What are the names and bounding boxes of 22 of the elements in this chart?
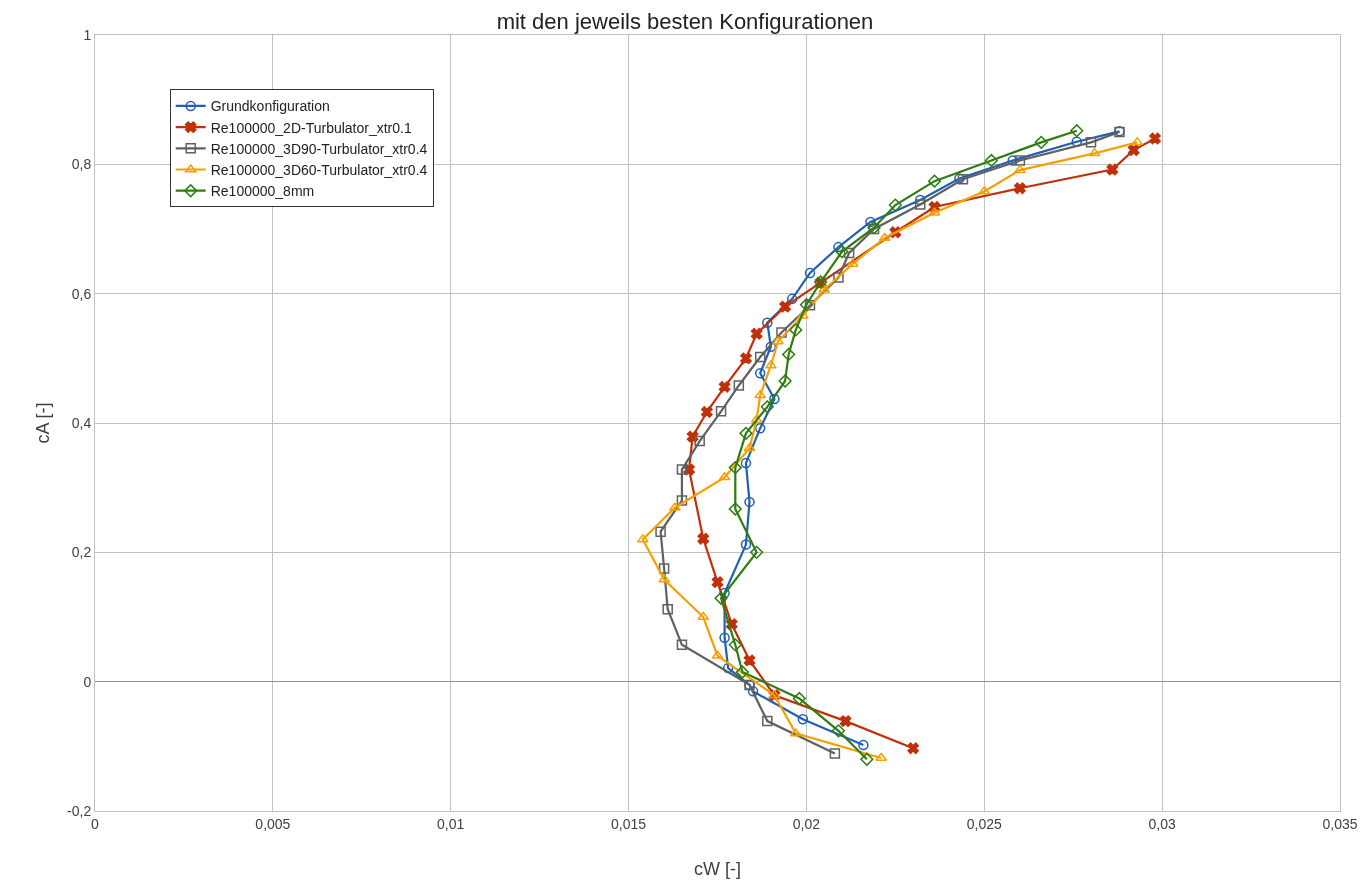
x-tick-label: 0,035 [1322,815,1358,832]
x-tick-label: 0,03 [1148,815,1176,832]
y-tick-label: 0,4 [71,414,92,431]
x-axis-title: cW [-] [694,859,741,879]
y-axis-title: cA [-] [33,402,53,444]
x-tick-label: 0,015 [611,815,647,832]
y-tick-label: 0,2 [71,544,92,561]
y-tick-label: -0,2 [67,802,92,819]
legend-label: Grundkonfiguration [210,98,330,115]
y-tick-label: 0 [83,673,92,690]
y-tick-label: 0,6 [71,285,92,302]
y-tick-label: 0,8 [71,156,92,173]
x-tick-label: 0,005 [255,815,291,832]
y-tick-label: 1 [83,26,92,43]
legend-label: Re100000_2D-Turbulator_xtr0.1 [210,119,412,136]
x-tick-label: 0,02 [792,815,821,832]
x-tick-label: 0,01 [437,815,465,832]
legend-label: Re100000_8mm [210,183,315,200]
legend-label: Re100000_3D60-Turbulator_xtr0.4 [210,161,428,178]
x-tick-label: 0,025 [966,815,1003,832]
legend-label: Re100000_3D90-Turbulator_xtr0.4 [210,140,428,157]
chart-title: mit den jeweils besten Konfigurationen [496,8,874,34]
